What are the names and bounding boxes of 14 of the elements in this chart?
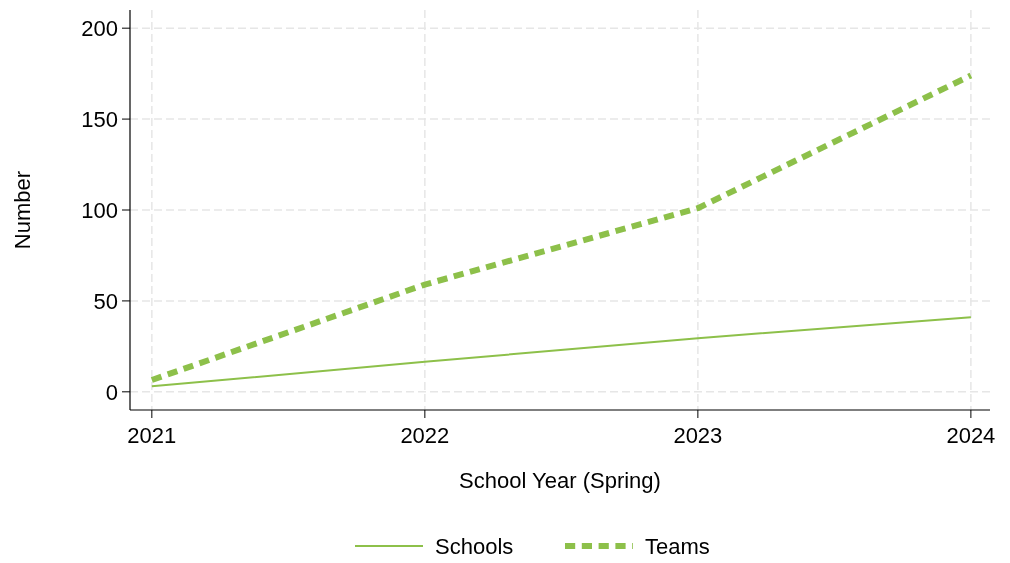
- legend-label: Teams: [645, 533, 710, 559]
- y-axis-title: Number: [10, 170, 35, 250]
- x-tick-label: 2022: [400, 423, 450, 448]
- y-tick-label: 150: [81, 106, 118, 132]
- x-tick-label: 2023: [673, 423, 723, 448]
- y-tick-label: 50: [93, 288, 118, 314]
- x-tick-label: 2021: [127, 423, 177, 448]
- y-tick-label: 200: [81, 15, 118, 41]
- legend-label: Schools: [435, 533, 514, 559]
- x-axis-title: School Year (Spring): [459, 468, 661, 493]
- line-series: [150, 316, 972, 388]
- y-tick-label: 0: [105, 379, 118, 405]
- x-tick-label: 2024: [946, 423, 996, 448]
- y-tick-label: 100: [81, 197, 118, 223]
